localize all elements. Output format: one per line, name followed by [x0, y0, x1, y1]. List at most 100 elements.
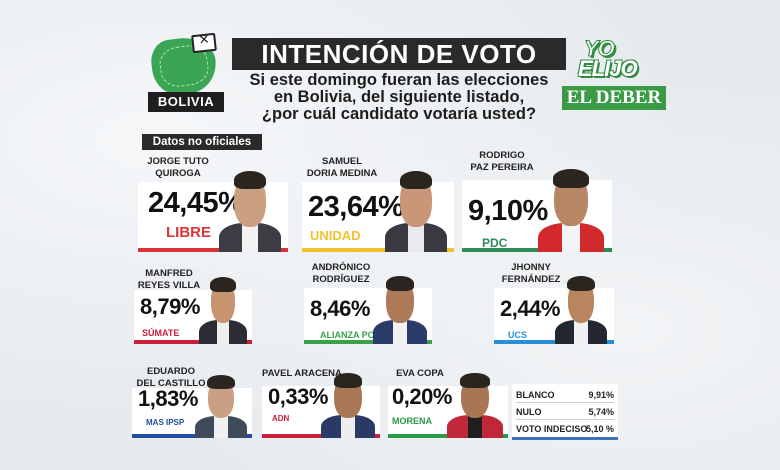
photo-shirt — [467, 414, 483, 438]
candidate-percentage: 9,10% — [468, 195, 548, 227]
candidate-photo — [196, 270, 250, 344]
party-logo: LIBRE — [166, 224, 211, 241]
candidate-card: MANFRED REYES VILLA 8,79% SÚMATE — [134, 268, 252, 346]
candidate-name-line: QUIROGA — [155, 168, 201, 179]
candidate-percentage: 1,83% — [138, 386, 198, 411]
candidate-name-line: ANDRÓNICO — [311, 262, 371, 273]
candidate-name: JHONNY FERNÁNDEZ — [494, 262, 568, 286]
candidate-name-line: PAVEL ARACENA — [262, 368, 342, 379]
candidate-percentage: 2,44% — [500, 296, 560, 321]
candidate-card: RODRIGO PAZ PEREIRA 9,10% PDC — [462, 150, 612, 256]
party-logo: MAS IPSP — [146, 418, 185, 427]
candidate-name: PAVEL ARACENA — [262, 368, 342, 380]
party-logo: ADN — [272, 414, 290, 423]
candidate-name: EVA COPA — [388, 368, 452, 380]
logo-elijo: ELIJO — [578, 56, 638, 81]
candidate-name-line: MANFRED — [145, 268, 193, 279]
candidate-name: ANDRÓNICO RODRÍGUEZ — [304, 262, 378, 286]
candidate-name-line: JHONNY — [511, 262, 551, 273]
candidate-name-line: SAMUEL — [321, 156, 363, 167]
photo-shirt — [562, 222, 580, 252]
photo-hair — [567, 275, 595, 291]
region-label: BOLIVIA — [148, 92, 224, 112]
photo-shirt — [216, 320, 230, 344]
candidate-name-line: REYES VILLA — [137, 280, 201, 291]
candidate-name-line: DEL CASTILLO — [136, 378, 206, 389]
question-line: en Bolivia, del siguiente listado, — [273, 88, 525, 106]
publisher-logo: EL DEBER — [562, 86, 666, 110]
question-line: ¿por cuál candidato votaría usted? — [261, 105, 537, 123]
row-value: 5,10 % — [585, 424, 614, 434]
page-title: INTENCIÓN DE VOTO — [232, 38, 566, 70]
candidate-photo — [216, 162, 284, 252]
photo-hair — [460, 373, 490, 388]
candidate-name: EDUARDO DEL CASTILLO — [132, 366, 210, 390]
yo-elijo-logo: YO ELIJO — [578, 36, 650, 84]
candidate-name-line: RODRIGO — [479, 150, 525, 161]
candidate-card: JORGE TUTO QUIROGA 24,45% LIBRE — [138, 156, 288, 256]
photo-shirt — [392, 319, 408, 344]
candidate-card: PAVEL ARACENA 0,33% ADN — [262, 366, 380, 442]
photo-hair — [553, 169, 589, 188]
candidate-photo — [370, 268, 430, 344]
photo-shirt — [574, 319, 588, 344]
table-row: BLANCO 9,91% — [516, 386, 614, 404]
candidate-name: MANFRED REYES VILLA — [134, 268, 204, 292]
party-logo: MORENA — [392, 416, 432, 426]
party-logo: UNIDAD — [310, 228, 361, 243]
unofficial-data-badge: Datos no oficiales — [142, 134, 262, 150]
table-row: VOTO INDECISO 5,10 % — [516, 419, 614, 437]
candidate-name-line: PAZ PEREIRA — [470, 162, 534, 173]
candidate-card: JHONNY FERNÁNDEZ 2,44% UCS — [494, 262, 614, 346]
row-value: 5,74% — [588, 407, 614, 417]
candidate-name: JORGE TUTO QUIROGA — [138, 156, 218, 180]
candidate-name-line: EDUARDO — [146, 366, 196, 377]
photo-hair — [399, 171, 433, 189]
row-label: NULO — [516, 407, 542, 417]
candidate-photo — [318, 366, 378, 438]
candidate-photo — [382, 162, 450, 252]
photo-shirt — [214, 415, 228, 438]
candidate-name-line: FERNÁNDEZ — [501, 274, 561, 285]
row-label: VOTO INDECISO — [516, 424, 588, 434]
candidate-percentage: 23,64% — [308, 191, 404, 223]
candidate-name-line: EVA COPA — [396, 368, 444, 379]
candidate-percentage: 0,20% — [392, 384, 452, 409]
candidate-percentage: 8,46% — [310, 296, 370, 321]
photo-hair — [233, 171, 267, 189]
party-logo: ALIANZA POPULAR — [320, 330, 406, 340]
candidate-card: EDUARDO DEL CASTILLO 1,83% MAS IPSP — [132, 366, 252, 442]
table-row: NULO 5,74% — [516, 402, 614, 420]
candidate-percentage: 0,33% — [268, 384, 328, 409]
candidate-photo — [192, 368, 250, 438]
photo-shirt — [340, 414, 356, 438]
other-results-table: BLANCO 9,91% NULO 5,74% VOTO INDECISO 5,… — [512, 384, 618, 440]
candidate-card: ANDRÓNICO RODRÍGUEZ 8,46% ALIANZA POPULAR — [304, 262, 432, 346]
party-logo: SÚMATE — [142, 328, 180, 338]
candidate-percentage: 24,45% — [148, 187, 244, 219]
row-label: BLANCO — [516, 390, 555, 400]
row-value: 9,91% — [588, 390, 614, 400]
party-logo: PDC — [482, 236, 508, 250]
photo-hair — [385, 275, 415, 291]
logo-yo: YO — [584, 36, 616, 62]
photo-hair — [210, 277, 236, 293]
candidate-photo — [534, 160, 608, 252]
photo-shirt — [241, 223, 259, 252]
candidate-photo — [444, 366, 506, 438]
candidate-percentage: 8,79% — [140, 294, 200, 319]
candidate-card: SAMUEL DORIA MEDINA 23,64% UNIDAD — [302, 156, 454, 256]
candidate-name-line: JORGE TUTO — [147, 156, 209, 167]
candidate-name: SAMUEL DORIA MEDINA — [302, 156, 382, 180]
survey-question: Si este domingo fueran las elecciones en… — [232, 72, 566, 123]
party-logo: UCS — [508, 330, 528, 340]
photo-shirt — [407, 223, 425, 252]
candidate-photo — [552, 268, 610, 344]
candidate-name: RODRIGO PAZ PEREIRA — [462, 150, 542, 174]
candidate-name-line: DORIA MEDINA — [306, 168, 378, 179]
photo-hair — [207, 375, 235, 389]
ballot-icon — [191, 32, 217, 54]
question-line: Si este domingo fueran las elecciones — [249, 71, 549, 89]
candidate-card: EVA COPA 0,20% MORENA — [388, 366, 508, 442]
candidate-name-line: RODRÍGUEZ — [312, 274, 370, 285]
